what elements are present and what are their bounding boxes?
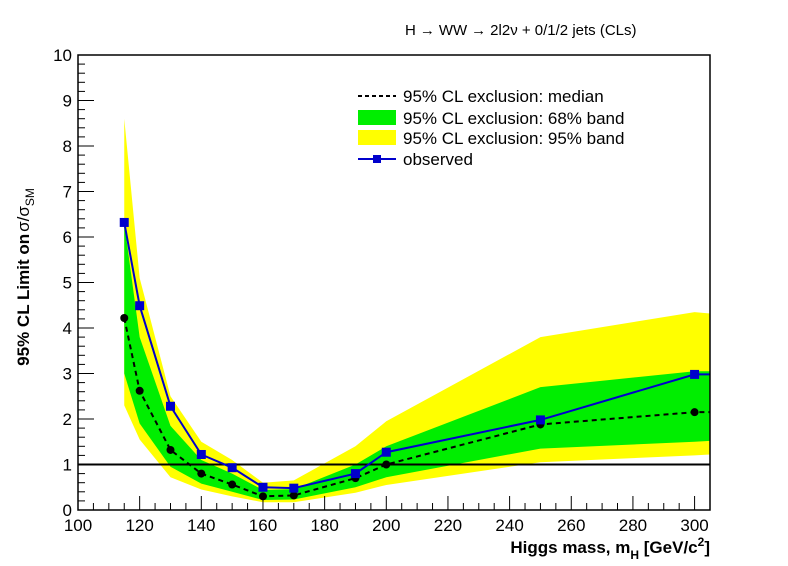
x-tick-label: 260 <box>557 516 585 535</box>
x-tick-label: 240 <box>495 516 523 535</box>
y-tick-label: 0 <box>63 501 72 520</box>
y-tick-label: 2 <box>63 410 72 429</box>
observed-point <box>196 449 206 459</box>
median-point <box>120 313 129 322</box>
observed-point <box>350 469 360 479</box>
x-tick-label: 160 <box>249 516 277 535</box>
observed-point <box>135 301 145 311</box>
x-tick-label: 280 <box>619 516 647 535</box>
y-tick-label: 3 <box>63 365 72 384</box>
chart-title: H → WW → 2l2ν + 0/1/2 jets (CLs) <box>405 22 637 39</box>
y-tick-label: 10 <box>53 46 72 65</box>
x-tick-label: 200 <box>372 516 400 535</box>
x-tick-label: 300 <box>680 516 708 535</box>
legend-band68-swatch <box>358 110 396 125</box>
axes: 100 120 140 160 180 200 220 240 260 280 300 0 1 2 3 4 5 6… <box>53 46 711 535</box>
legend-observed-label: observed <box>403 150 473 169</box>
plot-clip-group <box>78 118 710 503</box>
median-line <box>123 317 710 498</box>
observed-point <box>119 217 129 227</box>
y-tick-label: 5 <box>63 274 72 293</box>
x-tick-label: 180 <box>310 516 338 535</box>
observed-point <box>227 463 237 473</box>
y-tick-label: 9 <box>63 92 72 111</box>
legend-band95-label: 95% CL exclusion: 95% band <box>403 129 624 148</box>
y-tick-label: 8 <box>63 137 72 156</box>
legend-entry-median: 95% CL exclusion: median <box>358 87 604 106</box>
x-axis-label: Higgs mass, mH [GeV/c2] <box>510 535 710 562</box>
observed-point <box>289 483 299 493</box>
legend-entry-band95: 95% CL exclusion: 95% band <box>358 129 624 148</box>
legend-band68-label: 95% CL exclusion: 68% band <box>403 109 624 128</box>
y-axis-label: 95% CL Limit onσ/σSM <box>14 188 37 366</box>
x-tick-label: 100 <box>64 516 92 535</box>
y-tick-label: 7 <box>63 183 72 202</box>
band-68 <box>124 223 710 500</box>
median-point <box>690 408 699 417</box>
legend-observed-marker <box>373 155 381 163</box>
y-tick-label: 6 <box>63 228 72 247</box>
median-point <box>135 386 144 395</box>
median-point <box>382 460 391 469</box>
observed-point <box>258 482 268 492</box>
median-point <box>289 491 298 500</box>
median-point <box>228 480 237 489</box>
legend-median-label: 95% CL exclusion: median <box>403 87 604 106</box>
observed-point <box>690 369 700 379</box>
median-point <box>166 445 175 454</box>
legend-band95-swatch <box>358 130 396 145</box>
observed-point <box>535 415 545 425</box>
x-tick-label: 120 <box>125 516 153 535</box>
x-tick-label: 220 <box>434 516 462 535</box>
legend-entry-observed: observed <box>358 150 473 169</box>
observed-point <box>381 447 391 457</box>
y-tick-label: 4 <box>63 319 72 338</box>
observed-point <box>165 401 175 411</box>
observed-line <box>123 222 710 490</box>
legend: 95% CL exclusion: median 95% CL exclusio… <box>358 87 624 169</box>
x-tick-label: 140 <box>187 516 215 535</box>
y-tick-label: 1 <box>63 456 72 475</box>
plot-area <box>78 118 710 503</box>
legend-entry-band68: 95% CL exclusion: 68% band <box>358 109 624 128</box>
median-point <box>197 469 206 478</box>
